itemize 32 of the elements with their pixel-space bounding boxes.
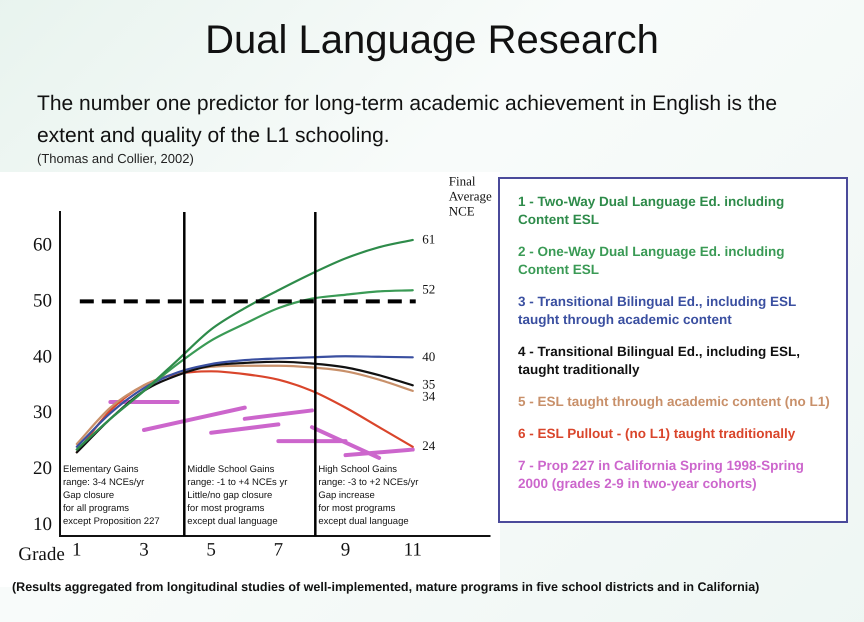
text: 3 - Transitional Bilingual Ed., including ESL taught through academic content — [518, 293, 798, 329]
chart-title: Dual Language Research — [204, 18, 660, 63]
text: 2 - One-Way Dual Language Ed. including Content ESL — [518, 243, 786, 279]
annotation: Middle School Gains range: -1 to +4 NCEs yr Little/no gap closure for most programs except dual language — [187, 464, 288, 528]
annotation: High School Gains range: -3 to +2 NCEs/yr Gap increase for most programs except dual language — [318, 464, 418, 528]
text: 7 - Prop 227 in California Spring 1998-Spring 2000 (grades 2-9 in two-year cohorts) — [518, 457, 805, 493]
y-tick-label: 20 — [33, 458, 52, 480]
text: (Thomas and Collier, 2002) — [37, 151, 194, 166]
annotation: Elementary Gains range: 3-4 NCEs/yr Gap closure for all programs except Proposition 227 — [63, 464, 160, 528]
data-label: 24 — [422, 438, 436, 454]
y-tick-label: 30 — [33, 402, 52, 424]
data-label: 52 — [422, 282, 436, 297]
text: 5 - ESL taught through academic content (no L1) — [518, 393, 831, 411]
x-tick-label: 3 — [139, 540, 149, 561]
data-label: 61 — [422, 231, 436, 246]
text: 6 - ESL Pullout - (no L1) taught traditionally — [518, 425, 796, 443]
x-tick-label: 9 — [340, 540, 350, 561]
x-axis-title: Grade — [18, 544, 65, 566]
y-tick-label: 50 — [33, 290, 52, 312]
text: (Results aggregated from longitudinal studies of well-implemented, mature programs in five school districts and in California) — [12, 580, 760, 594]
y-tick-label: 60 — [33, 234, 52, 256]
x-tick-label: 5 — [206, 540, 216, 561]
x-tick-label: 11 — [404, 540, 422, 561]
text: 1 - Two-Way Dual Language Ed. including Content ESL — [518, 193, 786, 229]
y-tick-label: 10 — [33, 514, 52, 536]
annotation: Final Average NCE — [448, 173, 492, 218]
data-label: 40 — [422, 348, 436, 364]
x-tick-label: 7 — [274, 540, 284, 561]
y-tick-label: 40 — [33, 346, 52, 368]
chart-subtitle: The number one predictor for long-term academic achievement in English is the extent and quality of the L1 schooling. — [37, 91, 778, 149]
text: 4 - Transitional Bilingual Ed., including ESL, taught traditionally — [518, 343, 802, 379]
x-tick-label: 1 — [72, 540, 82, 561]
